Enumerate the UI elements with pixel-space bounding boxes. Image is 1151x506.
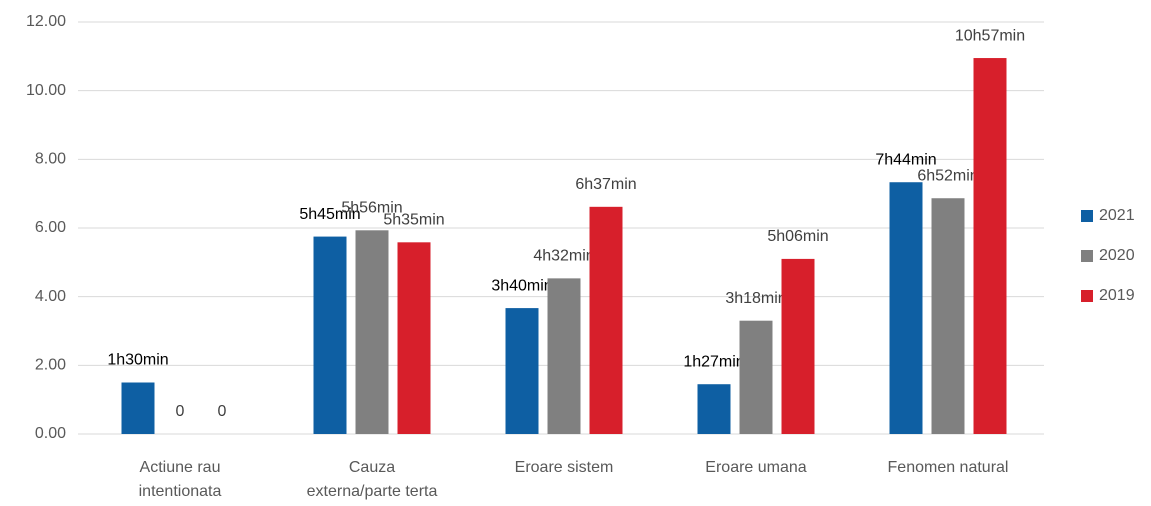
legend-label: 2020 — [1099, 247, 1135, 264]
data-label: 1h27min — [683, 353, 744, 370]
data-label: 5h35min — [383, 212, 444, 229]
data-label: 5h45min — [299, 206, 360, 223]
x-tick-label: Cauza externa/parte terta — [307, 459, 438, 500]
data-label: 1h30min — [107, 352, 168, 369]
x-tick-label: Fenomen natural — [888, 459, 1009, 476]
x-tick-label-line: externa/parte terta — [307, 483, 438, 500]
data-label: 7h44min — [875, 151, 936, 168]
y-tick-label: 10.00 — [26, 82, 66, 99]
x-tick-label-line: intentionata — [139, 483, 222, 500]
data-label: 3h40min — [491, 277, 552, 294]
legend-label: 2021 — [1099, 207, 1135, 224]
legend-swatch — [1081, 250, 1093, 262]
data-label: 5h56min — [341, 200, 402, 217]
legend-swatch — [1081, 290, 1093, 302]
bar — [505, 308, 539, 434]
bar — [781, 258, 815, 434]
x-tick-label-line: Cauza — [349, 459, 395, 476]
data-label: 6h37min — [575, 176, 636, 193]
data-label: 5h06min — [767, 228, 828, 245]
bar — [313, 236, 347, 434]
y-tick-label: 4.00 — [35, 288, 66, 305]
x-tick-label: Actiune rau intentionata — [139, 459, 222, 500]
x-tick-label-line: Actiune rau — [140, 459, 221, 476]
bar — [547, 278, 581, 434]
data-label: 4h32min — [533, 248, 594, 265]
y-tick-label: 2.00 — [35, 357, 66, 374]
bar — [589, 206, 623, 434]
data-label: 6h52min — [917, 167, 978, 184]
y-tick-label: 12.00 — [26, 13, 66, 30]
bar — [931, 198, 965, 434]
y-tick-label: 6.00 — [35, 219, 66, 236]
y-tick-label: 0.00 — [35, 425, 66, 442]
x-tick-label: Eroare sistem — [515, 459, 614, 476]
bar — [121, 382, 155, 434]
y-tick-label: 8.00 — [35, 151, 66, 168]
bar — [973, 58, 1007, 435]
data-label: 0 — [218, 403, 227, 420]
data-label: 0 — [176, 403, 185, 420]
bar — [889, 182, 923, 434]
data-label: 3h18min — [725, 290, 786, 307]
legend-label: 2019 — [1099, 287, 1135, 304]
bar — [739, 320, 773, 434]
bar — [355, 230, 389, 434]
bar — [697, 384, 731, 434]
x-tick-label: Eroare umana — [705, 459, 806, 476]
bar — [397, 242, 431, 434]
data-label: 10h57min — [955, 27, 1025, 44]
legend-swatch — [1081, 210, 1093, 222]
